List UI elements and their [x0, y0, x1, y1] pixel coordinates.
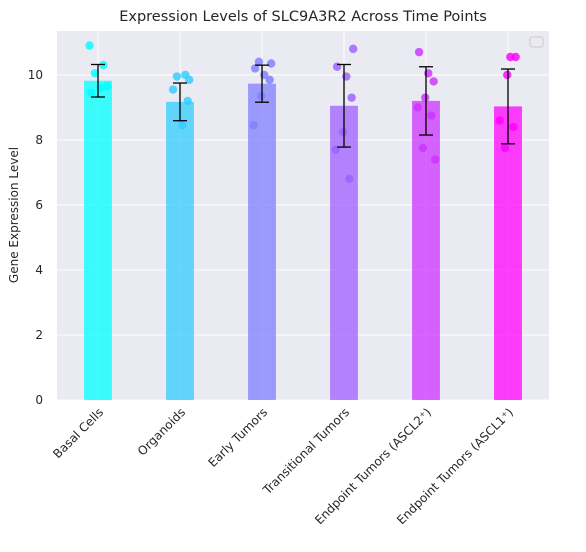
error-bar	[255, 64, 269, 103]
legend-box	[529, 36, 544, 48]
error-bar	[91, 63, 105, 98]
data-point	[414, 47, 424, 57]
data-point	[90, 69, 100, 78]
error-bar	[501, 68, 515, 145]
bar	[84, 80, 112, 400]
bars	[84, 80, 522, 401]
data-point	[511, 52, 520, 62]
data-point	[172, 72, 182, 81]
y-tick-labels: 0 2 4 6 8 10	[28, 68, 43, 407]
data-point	[168, 85, 178, 94]
y-tick-label: 2	[35, 328, 43, 342]
data-point	[349, 44, 358, 54]
data-point	[431, 155, 440, 164]
error-bar	[337, 63, 351, 148]
y-tick-label: 4	[35, 263, 43, 277]
y-tick-label: 10	[28, 68, 43, 82]
y-tick-label: 0	[35, 393, 43, 407]
data-point	[183, 96, 192, 106]
bar	[166, 101, 194, 400]
data-point	[178, 121, 187, 130]
y-axis-label: Gene Expression Level	[7, 147, 21, 283]
data-point	[254, 57, 264, 67]
x-tick-label: Transitional Tumors	[260, 405, 353, 498]
plot-area	[57, 31, 549, 400]
data-point	[413, 103, 422, 112]
chart-title: Expression Levels of SLC9A3R2 Across Tim…	[119, 9, 487, 25]
data-point	[495, 116, 504, 125]
data-point	[418, 143, 428, 153]
error-bars	[91, 63, 515, 148]
data-point	[339, 127, 348, 136]
data-point	[500, 143, 510, 153]
data-point	[345, 174, 354, 184]
data-point	[257, 91, 266, 101]
data-point	[267, 59, 276, 68]
data-point	[503, 70, 512, 80]
data-point	[347, 93, 356, 102]
bar	[494, 106, 522, 401]
data-point	[427, 111, 436, 120]
x-tick-label: Basal Cells	[50, 405, 106, 461]
x-tick-labels: Basal Cells Organoids Early TumorsTransiti…	[50, 405, 516, 527]
y-tick-label: 6	[35, 198, 43, 212]
data-point	[86, 88, 96, 97]
data-point	[185, 75, 194, 84]
y-tick-label: 8	[35, 133, 43, 147]
data-point	[421, 93, 430, 102]
data-point	[332, 62, 342, 71]
data-point	[509, 122, 518, 132]
x-tick-label: Organoids	[135, 405, 188, 458]
data-point	[250, 64, 260, 73]
data-point	[429, 77, 438, 86]
data-point	[85, 41, 94, 50]
data-point	[249, 121, 258, 130]
x-tick-label: Early Tumors	[205, 405, 270, 470]
bar	[248, 83, 276, 400]
data-point	[265, 75, 274, 84]
bar	[330, 105, 358, 400]
data-point	[99, 60, 108, 70]
error-bar	[419, 66, 433, 136]
data-point	[103, 82, 112, 91]
error-bar	[173, 82, 187, 122]
